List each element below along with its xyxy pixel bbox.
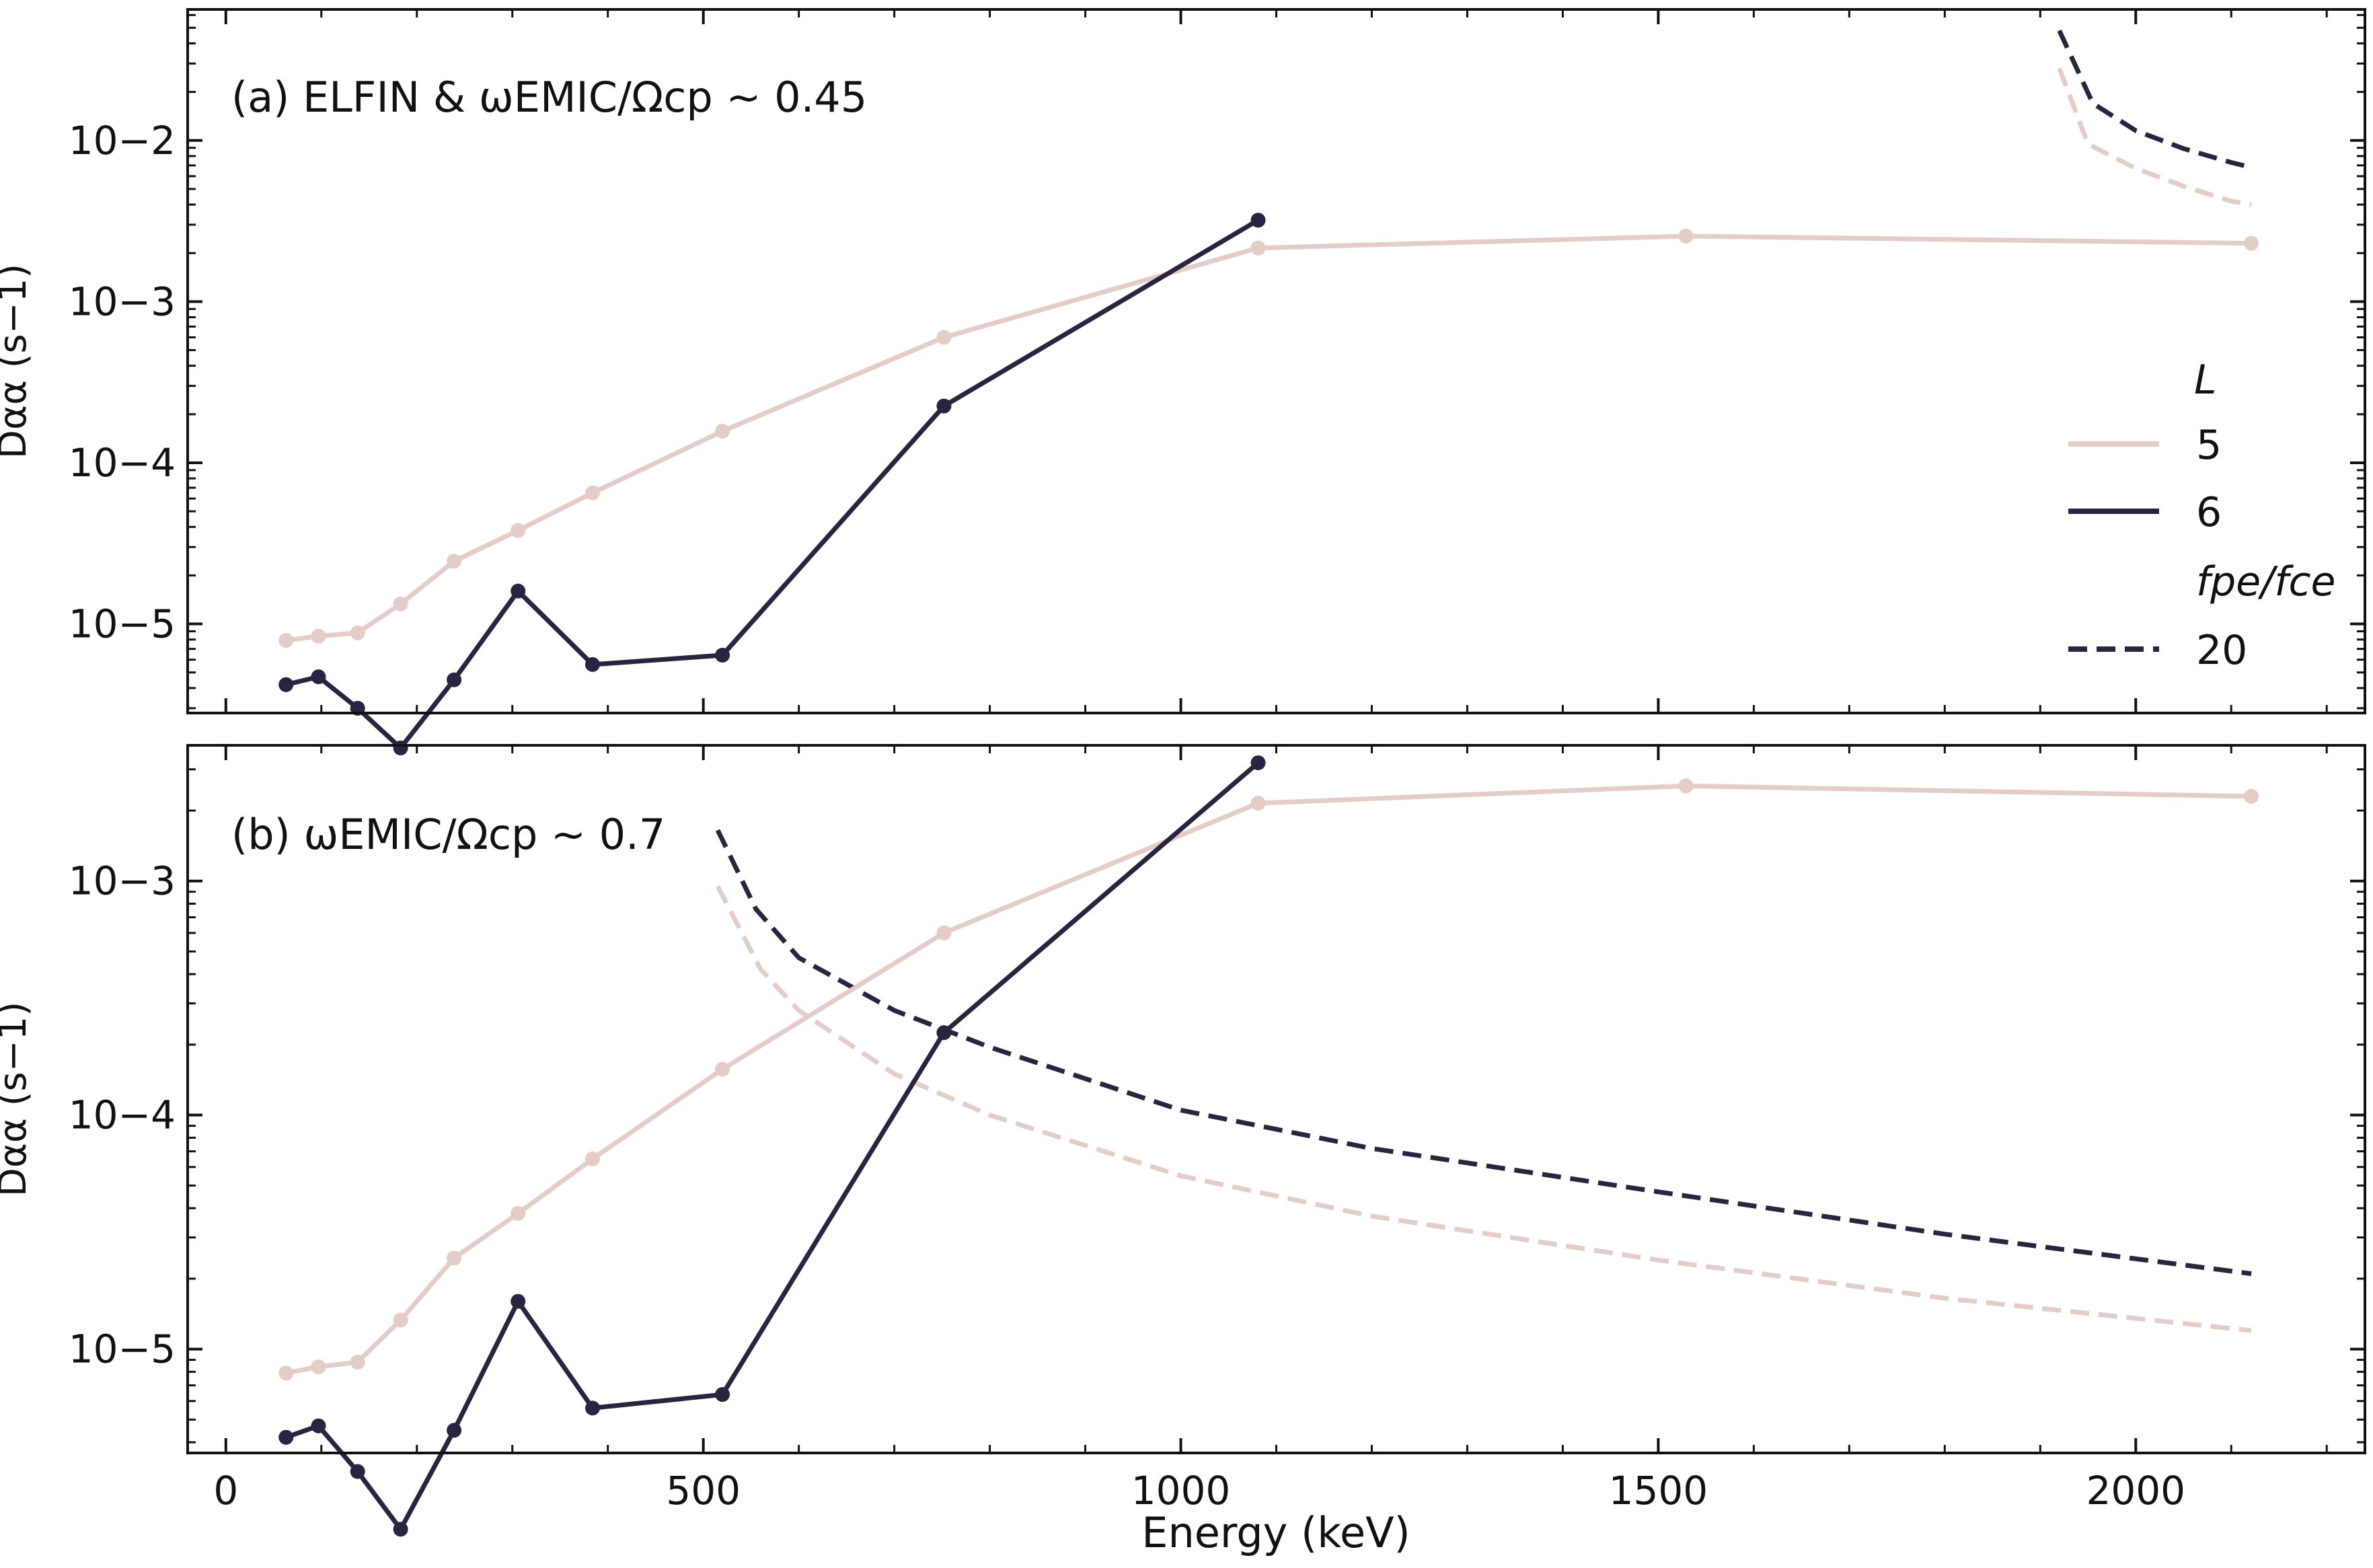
data-point [278, 1366, 294, 1381]
data-point [350, 1354, 365, 1370]
data-point [585, 1151, 600, 1166]
y-tick-label: 10−5 [69, 1327, 176, 1372]
data-point [511, 1294, 526, 1309]
data-point [585, 657, 600, 672]
series-5-fpe-fce-20--line [715, 885, 2252, 1333]
x-tick-label: 0 [213, 1468, 238, 1514]
panel-b: 0 500 1000 1500 2000 10−5 10−4 10−3 Dαα (s−1) (… [0, 744, 2366, 1537]
panel-a-annotation: (a) ELFIN & ωEMIC/Ωcp ~ 0.45 [231, 73, 867, 122]
data-point [278, 677, 294, 692]
data-point [393, 1522, 408, 1537]
data-point [585, 485, 600, 500]
legend-title-L: L [2194, 357, 2216, 404]
data-point [715, 647, 730, 663]
panel-b-tick-layer: 0 500 1000 1500 2000 10−5 10−4 10−3 [69, 745, 2365, 1514]
data-point [350, 625, 365, 640]
data-point [936, 1025, 952, 1041]
series-5-line [285, 233, 2252, 643]
data-point [511, 1205, 526, 1221]
panel-a-series-layer [278, 30, 2259, 755]
x-tick-label: 1000 [1131, 1468, 1231, 1514]
y-tick-label: 10−4 [69, 440, 176, 486]
series-6-line [285, 218, 1260, 751]
series-5-line [285, 783, 2252, 1376]
y-tick-label: 10−5 [69, 601, 176, 647]
data-point [1250, 213, 1266, 228]
series-6-line [285, 761, 1260, 1532]
x-axis-label: Energy (keV) [1141, 1508, 1410, 1557]
legend-label-L5: 5 [2196, 422, 2222, 469]
data-point [715, 1061, 730, 1077]
data-point [278, 633, 294, 648]
legend-label-ratio-20: 20 [2196, 627, 2247, 674]
data-point [350, 1464, 365, 1479]
data-point [1678, 228, 1694, 244]
data-point [585, 1401, 600, 1416]
panel-b-series-layer [278, 755, 2259, 1537]
legend-label-L6: 6 [2196, 489, 2222, 536]
data-point [278, 1429, 294, 1445]
data-point [1250, 796, 1266, 811]
data-point [393, 1312, 408, 1328]
data-point [715, 424, 730, 439]
y-tick-label: 10−3 [69, 858, 176, 904]
y-tick-label: 10−4 [69, 1092, 176, 1138]
series-5-fpe-fce-20--line [2057, 67, 2252, 207]
data-point [715, 1387, 730, 1403]
data-point [311, 1359, 326, 1374]
data-point [1678, 778, 1694, 794]
panel-b-ylabel: Dαα (s−1) [0, 1002, 35, 1197]
data-point [447, 1250, 462, 1266]
data-point [311, 628, 326, 644]
x-tick-label: 2000 [2086, 1468, 2185, 1514]
panel-a: 10−5 10−4 10−3 10−2 Dαα (s−1) (a) ELFIN & ω… [0, 8, 2366, 755]
data-point [311, 1418, 326, 1433]
panel-b-annotation: (b) ωEMIC/Ωcp ~ 0.7 [231, 810, 665, 859]
panel-a-tick-layer: 10−5 10−4 10−3 10−2 [69, 9, 2365, 713]
data-point [311, 669, 326, 685]
y-tick-label: 10−3 [69, 278, 176, 324]
data-point [1250, 755, 1266, 770]
data-point [936, 330, 952, 345]
series-6-fpe-fce-20--line [2057, 30, 2252, 170]
x-tick-label: 500 [666, 1468, 741, 1514]
data-point [447, 672, 462, 687]
data-point [936, 925, 952, 940]
panel-a-ylabel: Dαα (s−1) [0, 264, 35, 459]
y-tick-label: 10−2 [69, 118, 176, 163]
data-point [2244, 235, 2259, 251]
series-6-fpe-fce-20--line [715, 829, 2252, 1276]
data-point [393, 740, 408, 755]
legend: L 5 6 fpe/fce 20 [2068, 357, 2335, 674]
data-point [2244, 788, 2259, 804]
data-point [511, 583, 526, 599]
data-point [447, 554, 462, 569]
data-point [447, 1423, 462, 1438]
legend-title-ratio: fpe/fce [2196, 558, 2335, 605]
data-point [936, 398, 952, 414]
data-point [1250, 240, 1266, 256]
data-point [511, 523, 526, 538]
x-tick-label: 1500 [1609, 1468, 1708, 1514]
data-point [393, 596, 408, 611]
